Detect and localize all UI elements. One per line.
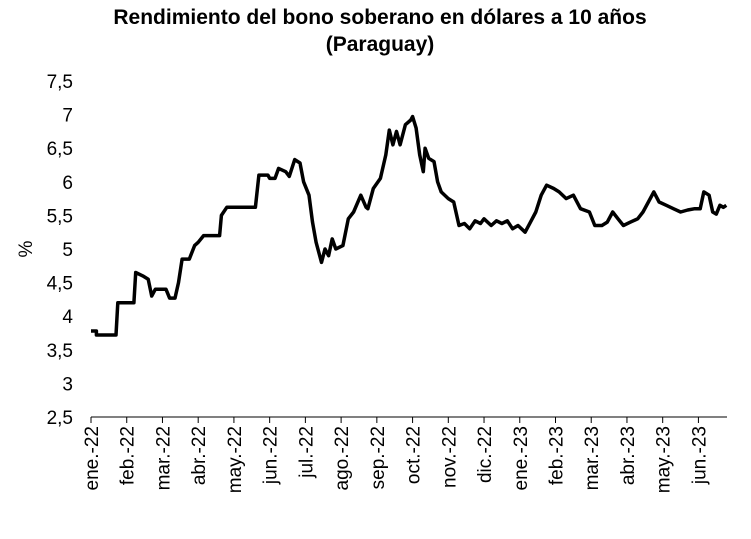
x-tick-label: dic.-22	[475, 426, 496, 483]
x-tick-label: may.-23	[654, 426, 675, 493]
x-tick-label: ene.-22	[82, 426, 103, 490]
y-tick-label: 3,5	[47, 341, 73, 362]
line	[91, 114, 728, 337]
y-tick-label: 5,5	[47, 206, 73, 227]
y-axis-label: %	[16, 240, 37, 257]
x-tick-label: abr.-22	[189, 426, 210, 485]
x-tick-label: feb.-23	[546, 426, 567, 485]
x-tick-label: mar.-23	[582, 426, 603, 490]
x-tick-label: nov.-22	[439, 426, 460, 488]
x-tick-label: ago.-22	[332, 426, 353, 490]
x-tick-label: sep.-22	[368, 426, 389, 489]
x-tick-label: mar.-22	[153, 426, 174, 490]
y-tick-label: 5	[62, 240, 73, 261]
chart-title: (Paraguay)	[326, 33, 435, 56]
x-tick-label: jun.-22	[261, 426, 282, 485]
x-tick-label: ene.-23	[511, 426, 532, 490]
x-tick-label: jun.-23	[689, 426, 710, 485]
y-tick-label: 2,5	[47, 408, 73, 429]
y-tick-label: 6	[62, 173, 73, 194]
y-tick-label: 4	[62, 307, 73, 328]
chart-title: Rendimiento del bono soberano en dólares…	[113, 6, 646, 29]
x-tick-label: feb.-22	[118, 426, 139, 485]
y-tick-label: 3	[62, 374, 73, 395]
y-tick-label: 6,5	[47, 139, 73, 160]
y-tick-label: 7,5	[47, 72, 73, 93]
x-tick-label: oct.-22	[404, 426, 425, 484]
x-tick-label: jul.-22	[296, 426, 317, 479]
x-tick-label: abr.-23	[618, 426, 639, 485]
x-tick-label: may.-22	[225, 426, 246, 493]
y-tick-label: 7	[62, 106, 73, 127]
y-tick-label: 4,5	[47, 274, 73, 295]
